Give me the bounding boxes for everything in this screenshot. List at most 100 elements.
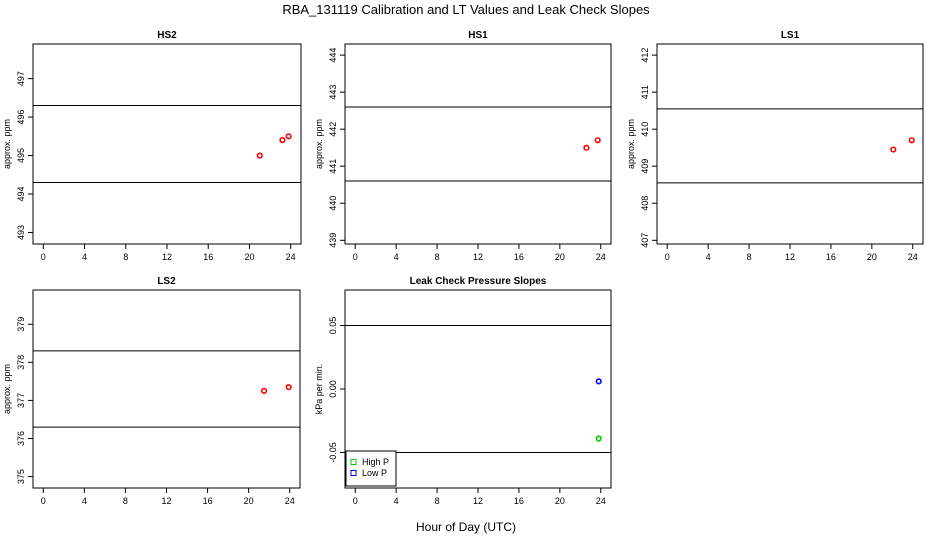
panel-2-xtick-label-0: 0 — [353, 252, 358, 262]
panel-4-ytick-label-4: 379 — [16, 317, 26, 332]
panel-3-frame — [656, 43, 924, 245]
panel-3-title: LS1 — [781, 30, 800, 41]
panel-4-xtick-label-1: 4 — [82, 496, 87, 506]
panel-2-title: HS1 — [468, 30, 488, 41]
panel-1-ytick-label-1: 494 — [16, 186, 26, 201]
panel-4-ytick-label-0: 375 — [16, 469, 26, 484]
panel-5-legend-label-1: Low P — [362, 468, 387, 478]
panel-1-point-0-0 — [256, 152, 263, 159]
panel-3-ytick-label-0: 407 — [640, 233, 650, 248]
panel-5-point-0-0 — [595, 435, 602, 442]
panel-2-ytick-label-5: 444 — [328, 48, 338, 63]
panel-3-xtick-label-3: 12 — [785, 252, 795, 262]
panel-1-ytick-label-2: 495 — [16, 148, 26, 163]
panel-1-xtick-label-6: 24 — [286, 252, 296, 262]
panel-3-ytick-label-2: 409 — [640, 159, 650, 174]
panel-2-ytick-label-2: 441 — [328, 159, 338, 174]
panel-4-frame — [32, 289, 301, 489]
panel-4-ylabel: approx. ppm — [2, 364, 12, 414]
panel-2-point-0-0 — [583, 144, 590, 151]
panel-3-point-0-0 — [890, 146, 897, 153]
panel-3-xtick-label-2: 8 — [747, 252, 752, 262]
panel-1-xtick-label-1: 4 — [82, 252, 87, 262]
panel-4-xtick-label-0: 0 — [41, 496, 46, 506]
panel-3-ytick-label-1: 408 — [640, 196, 650, 211]
panel-1-point-0-2 — [285, 133, 292, 140]
panel-2-xtick-label-2: 8 — [435, 252, 440, 262]
panel-5-title: Leak Check Pressure Slopes — [410, 276, 547, 287]
panel-1-ylabel: approx. ppm — [2, 119, 12, 169]
panel-1-xtick-label-0: 0 — [41, 252, 46, 262]
panel-2-xtick-label-3: 12 — [473, 252, 483, 262]
panel-2-point-0-1 — [594, 137, 601, 144]
panel-3-point-0-1 — [908, 137, 915, 144]
panel-4-xtick-label-4: 16 — [203, 496, 213, 506]
panel-1-ytick-label-3: 496 — [16, 110, 26, 125]
panel-2-ytick-label-4: 443 — [328, 85, 338, 100]
panel-5-legend-box — [345, 450, 397, 487]
panel-2-ylabel: approx. ppm — [314, 119, 324, 169]
panel-4-ytick-label-2: 377 — [16, 393, 26, 408]
panel-4-title: LS2 — [157, 276, 176, 287]
panel-3-xtick-label-4: 16 — [826, 252, 836, 262]
panel-4-xtick-label-6: 24 — [285, 496, 295, 506]
panel-3: LS1 0 4 8 12 16 20 24 407 408 409 410 411 412 approx. … — [626, 30, 924, 262]
panel-5-xtick-label-6: 24 — [596, 496, 606, 506]
panel-5-xtick-label-4: 16 — [514, 496, 524, 506]
panel-2-xtick-label-4: 16 — [514, 252, 524, 262]
panel-3-xtick-label-5: 20 — [867, 252, 877, 262]
panel-5-xtick-label-5: 20 — [555, 496, 565, 506]
panel-3-xtick-label-0: 0 — [665, 252, 670, 262]
panel-4-xtick-label-2: 8 — [123, 496, 128, 506]
panel-4-ytick-label-1: 376 — [16, 431, 26, 446]
panel-2-frame — [344, 43, 612, 245]
panel-1-xtick-label-3: 12 — [162, 252, 172, 262]
panel-5-xtick-label-1: 4 — [394, 496, 399, 506]
panel-2-xtick-label-6: 24 — [596, 252, 606, 262]
panel-4-ytick-label-3: 378 — [16, 355, 26, 370]
panel-1-frame — [32, 43, 302, 245]
panel-3-ytick-label-3: 410 — [640, 122, 650, 137]
panel-5-xtick-label-2: 8 — [435, 496, 440, 506]
panel-2: HS1 0 4 8 12 16 20 24 439 440 441 442 443 444 approx. … — [314, 30, 612, 262]
x-axis-title: Hour of Day (UTC) — [416, 520, 516, 534]
panel-2-ytick-label-0: 439 — [328, 233, 338, 248]
panel-1: HS2 0 4 8 12 16 20 24 493 494 495 496 497 approx. ppm — [2, 30, 302, 262]
panel-5-legend-label-0: High P — [362, 457, 389, 467]
panel-1-xtick-label-4: 16 — [203, 252, 213, 262]
panel-2-xtick-label-1: 4 — [394, 252, 399, 262]
panel-5-point-1-0 — [595, 378, 602, 385]
panels: HS2 0 4 8 12 16 20 24 493 494 495 496 497 approx. ppm… — [2, 30, 924, 506]
panel-1-ytick-label-4: 497 — [16, 71, 26, 86]
panel-5: Leak Check Pressure Slopes 0 4 8 12 16 20 24 -0.… — [314, 276, 612, 506]
panel-5-legend-marker-0 — [350, 459, 357, 465]
panel-1-point-0-1 — [279, 137, 286, 144]
panel-1-ytick-label-0: 493 — [16, 225, 26, 240]
panel-4: LS2 0 4 8 12 16 20 24 375 376 377 378 379 approx. ppm — [2, 276, 301, 506]
panel-3-ylabel: approx. ppm — [626, 119, 636, 169]
panel-5-ytick-label-0: -0.05 — [328, 442, 338, 463]
panel-1-xtick-label-2: 8 — [123, 252, 128, 262]
panel-1-title: HS2 — [157, 30, 177, 41]
panel-3-xtick-label-1: 4 — [706, 252, 711, 262]
panel-4-point-0-0 — [260, 387, 268, 395]
panel-3-ytick-label-5: 412 — [640, 48, 650, 63]
panel-4-xtick-label-3: 12 — [161, 496, 171, 506]
panel-2-ytick-label-1: 440 — [328, 196, 338, 211]
panel-1-xtick-label-5: 20 — [244, 252, 254, 262]
panel-5-xtick-label-3: 12 — [473, 496, 483, 506]
panel-2-xtick-label-5: 20 — [555, 252, 565, 262]
panel-3-xtick-label-6: 24 — [908, 252, 918, 262]
panel-4-point-0-1 — [285, 383, 292, 391]
panel-3-ytick-label-4: 411 — [640, 85, 650, 99]
panel-4-xtick-label-5: 20 — [244, 496, 254, 506]
main-title: RBA_131119 Calibration and LT Values and… — [282, 2, 650, 17]
panel-5-xtick-label-0: 0 — [353, 496, 358, 506]
panel-5-ytick-label-2: 0.05 — [328, 317, 338, 335]
panel-5-ylabel: kPa per min. — [314, 364, 324, 415]
panel-5-ytick-label-1: 0.00 — [328, 380, 338, 398]
panel-5-legend-marker-1 — [350, 470, 357, 476]
panel-2-ytick-label-3: 442 — [328, 122, 338, 137]
